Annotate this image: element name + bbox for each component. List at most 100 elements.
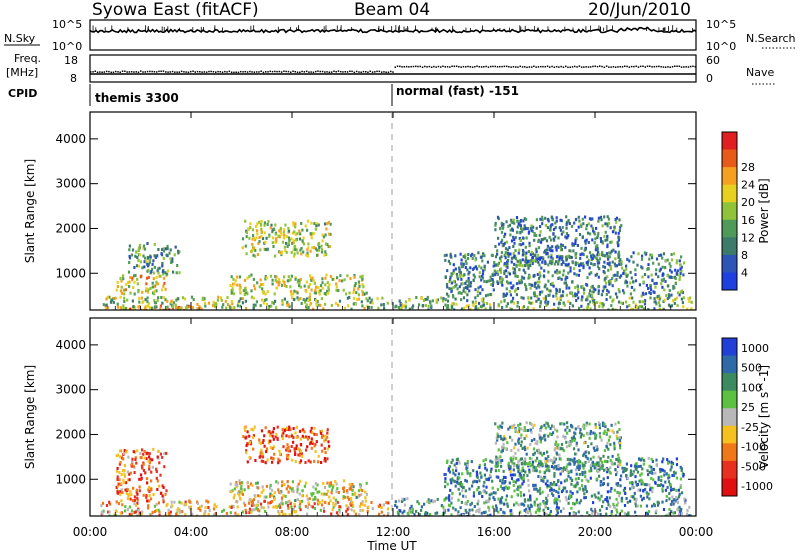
heatmap-cell [596, 461, 599, 465]
heatmap-cell [583, 496, 586, 500]
heatmap-cell [342, 490, 345, 493]
heatmap-cell [214, 511, 217, 515]
heatmap-cell [268, 304, 271, 308]
heatmap-cell [162, 247, 165, 251]
heatmap-cell [584, 470, 587, 474]
heatmap-cell [605, 431, 608, 435]
heatmap-cell [459, 481, 462, 484]
heatmap-cell [630, 276, 633, 280]
heatmap-cell [264, 247, 267, 251]
heatmap-cell [282, 236, 286, 240]
heatmap-cell [679, 263, 682, 267]
heatmap-cell [661, 265, 664, 269]
freq-point [505, 65, 508, 68]
heatmap-cell [641, 266, 644, 270]
heatmap-cell [599, 301, 602, 305]
heatmap-cell [172, 270, 175, 274]
heatmap-cell [537, 240, 540, 243]
heatmap-cell [594, 495, 597, 499]
heatmap-cell [547, 270, 550, 274]
heatmap-cell [207, 512, 210, 516]
heatmap-cell [330, 512, 333, 516]
heatmap-cell [526, 227, 529, 230]
heatmap-cell [503, 435, 506, 438]
heatmap-cell [471, 252, 474, 256]
heatmap-cell [540, 266, 543, 270]
heatmap-cell [312, 232, 315, 236]
heatmap-cell [602, 265, 605, 269]
heatmap-cell [512, 245, 515, 248]
freq-point [614, 66, 617, 68]
heatmap-cell [255, 300, 258, 304]
heatmap-cell [527, 478, 530, 482]
heatmap-cell [327, 501, 330, 505]
heatmap-cell [678, 492, 681, 496]
heatmap-cell [606, 254, 609, 258]
heatmap-cell [241, 481, 244, 485]
heatmap-cell [589, 232, 592, 236]
heatmap-cell [513, 254, 516, 258]
heatmap-cell [556, 498, 559, 502]
heatmap-cell [302, 250, 305, 254]
heatmap-cell [272, 445, 275, 449]
heatmap-cell [562, 230, 565, 234]
heatmap-cell [518, 474, 521, 478]
heatmap-cell [655, 463, 658, 467]
power-cbar-label: Power [dB] [757, 178, 771, 243]
heatmap-cell [262, 506, 265, 510]
heatmap-cell [499, 227, 502, 231]
heatmap-cell [135, 461, 138, 465]
heatmap-cell [554, 235, 557, 239]
heatmap-cell [532, 447, 536, 451]
heatmap-cell [599, 457, 602, 461]
heatmap-cell [651, 279, 654, 283]
heatmap-cell [527, 250, 530, 253]
heatmap-cell [291, 231, 294, 235]
heatmap-cell [553, 483, 556, 487]
heatmap-cell [569, 255, 572, 259]
heatmap-cell [584, 496, 587, 499]
heatmap-cell [590, 494, 593, 498]
heatmap-cell [543, 436, 546, 440]
heatmap-cell [525, 217, 528, 221]
heatmap-cell [502, 510, 505, 514]
heatmap-cell [629, 474, 632, 477]
heatmap-cell [146, 242, 149, 245]
heatmap-cell [675, 476, 679, 480]
freq-point [628, 66, 631, 68]
heatmap-cell [520, 469, 523, 473]
heatmap-cell [622, 488, 625, 492]
heatmap-cell [265, 298, 268, 302]
heatmap-cell [479, 285, 482, 289]
heatmap-cell [582, 264, 585, 268]
freq-point [687, 66, 690, 68]
heatmap-cell [563, 422, 566, 426]
heatmap-cell [646, 512, 649, 516]
heatmap-cell [524, 259, 527, 263]
heatmap-cell [485, 485, 488, 489]
heatmap-cell [654, 285, 657, 289]
heatmap-cell [263, 221, 266, 225]
heatmap-cell [319, 284, 323, 288]
heatmap-cell [503, 511, 506, 515]
heatmap-cell [232, 292, 235, 296]
heatmap-cell [485, 499, 488, 503]
heatmap-cell [661, 285, 664, 289]
heatmap-cell [530, 296, 533, 300]
heatmap-cell [641, 254, 644, 258]
heatmap-cell [134, 254, 137, 258]
heatmap-cell [567, 458, 570, 462]
heatmap-cell [545, 303, 548, 307]
heatmap-cell [613, 444, 616, 448]
heatmap-cell [513, 267, 516, 271]
freq-point [335, 71, 337, 73]
heatmap-cell [287, 229, 291, 233]
heatmap-cell [589, 432, 592, 436]
freq-point [326, 71, 328, 73]
freq-point [187, 71, 190, 73]
heatmap-cell [482, 269, 485, 273]
heatmap-cell [572, 437, 575, 441]
heatmap-cell [500, 450, 503, 454]
freq-point [471, 66, 474, 68]
heatmap-cell [137, 247, 140, 251]
